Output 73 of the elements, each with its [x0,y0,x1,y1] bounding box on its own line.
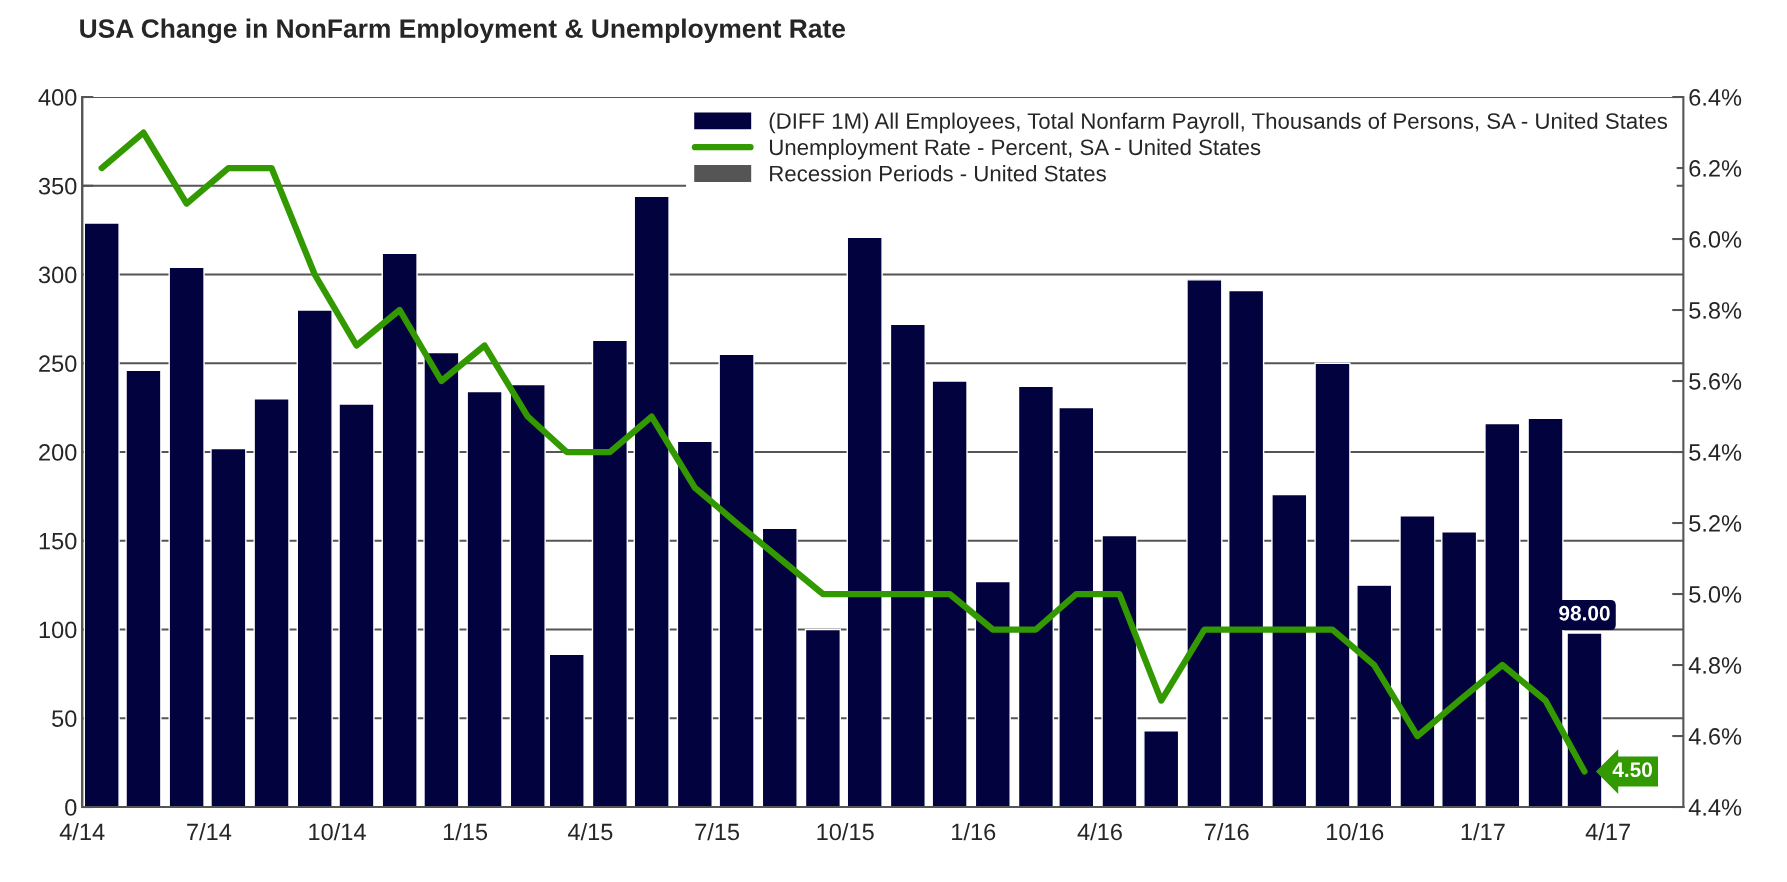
y-tick-label: 100 [39,621,77,639]
y2-tick-label: 5.6% [1689,373,1742,390]
bar [1186,279,1223,808]
x-tick-label: 7/14 [187,823,232,841]
bar [804,628,842,808]
bar [548,653,585,808]
x-tick-label: 4/15 [567,823,613,841]
y2-tick-label: 4.4% [1688,799,1742,816]
bar [931,380,968,808]
y-tick-label: 400 [38,89,77,106]
y2-tick-label: 6.4% [1689,89,1742,106]
bar [761,527,798,808]
bar [1399,515,1436,808]
bar [1017,385,1055,808]
bar [633,195,670,808]
y-tick-label: 350 [38,177,77,195]
y2-tick-label: 5.0% [1689,586,1742,603]
y-tick-label: 50 [52,710,77,728]
bar [974,580,1011,808]
bar [1441,531,1478,808]
bar [423,351,460,808]
x-tick-label: 1/17 [1461,823,1505,841]
x-tick-label: 10/14 [309,823,366,841]
bar [1484,422,1521,808]
bar [718,353,755,808]
data-label: 4.50 [1612,762,1652,778]
legend-label: Unemployment Rate - Percent, SA - United States [769,138,1261,160]
x-tick-label: 4/17 [1585,823,1630,841]
bar [1356,584,1393,808]
data-label: 98.00 [1559,605,1610,621]
x-tick-label: 7/16 [1204,823,1249,841]
bar [1058,406,1095,808]
legend-label: (DIFF 1M) All Employees, Total Nonfarm Payroll, Thousands of Persons, SA - United States [769,112,1668,134]
bar [210,447,247,808]
x-tick-label: 7/15 [695,823,740,841]
y2-tick-label: 5.2% [1689,515,1742,532]
x-tick-label: 10/16 [1327,823,1384,841]
x-tick-label: 4/14 [59,823,105,841]
y-tick-label: 250 [39,355,77,373]
bar [296,309,333,808]
bar [253,398,290,808]
bar [83,222,120,808]
y-tick-label: 200 [39,444,77,461]
x-tick-label: 10/15 [817,823,874,841]
bar [338,403,375,808]
x-tick-label: 4/16 [1077,823,1122,841]
bar [1271,493,1308,808]
bar [466,390,503,808]
y2-tick-label: 6.2% [1689,160,1742,177]
bar [889,323,926,808]
y-tick-label: 150 [39,532,77,550]
x-tick-label: 1/15 [443,823,488,841]
bar [125,369,162,808]
bar [1143,730,1180,808]
y2-tick-label: 4.8% [1688,657,1742,674]
bar [1101,534,1138,808]
bar [1314,362,1351,808]
y2-tick-label: 5.8% [1689,302,1742,319]
bar [509,383,546,808]
bar [846,236,883,808]
bar [168,266,205,808]
chart-title: USA Change in NonFarm Employment & Unemployment Rate [80,18,846,44]
y2-tick-label: 5.4% [1689,444,1742,461]
y2-tick-label: 4.6% [1688,728,1742,745]
y2-tick-label: 6.0% [1689,231,1742,248]
x-tick-label: 1/16 [952,823,996,841]
bar [591,339,628,808]
bar [1228,289,1265,808]
y-tick-label: 0 [65,799,77,816]
y-tick-label: 300 [38,266,77,284]
legend-label: Recession Periods - United States [770,165,1106,182]
bar [676,440,713,808]
bar [381,252,418,808]
